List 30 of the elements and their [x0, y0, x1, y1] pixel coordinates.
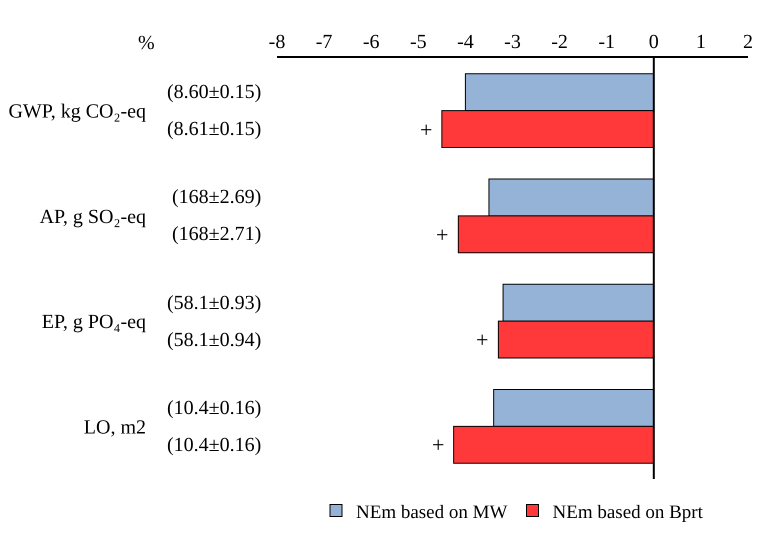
x-tick-label: -1: [598, 31, 616, 53]
y-tick-label: EP, g PO₄-eq: [42, 311, 146, 334]
x-tick-label: -8: [268, 31, 286, 53]
annotation: +: [436, 222, 448, 247]
text: (8.60±0.15): [167, 81, 262, 103]
text: (58.1±0.94): [167, 329, 262, 351]
x-tick-label: -2: [551, 31, 568, 53]
text: (8.61±0.15): [167, 118, 262, 140]
text: (168±2.71): [172, 223, 262, 245]
legend-label: NEm based on Bprt: [552, 502, 704, 523]
x-tick-label: 1: [696, 31, 706, 53]
x-tick-label: 0: [648, 31, 659, 53]
x-tick-label: -3: [504, 31, 521, 53]
x-tick-label: -7: [316, 31, 332, 53]
annotation: +: [476, 327, 488, 352]
x-tick-label: -6: [362, 31, 380, 53]
annotation: +: [420, 117, 432, 142]
annotation: +: [432, 432, 444, 457]
x-tick-label: -5: [410, 31, 427, 53]
x-tick-label: 2: [743, 31, 753, 53]
text: (58.1±0.93): [167, 292, 262, 314]
y-tick-label: LO, m2: [84, 416, 146, 438]
y-tick-label: AP, g SO₂-eq: [40, 206, 146, 228]
x-tick-label: -4: [457, 31, 474, 53]
x-axis-title: %: [138, 32, 155, 54]
y-tick-label: GWP, kg CO₂-eq: [8, 100, 146, 123]
text: (10.4±0.16): [167, 434, 262, 456]
text: (168±2.69): [172, 186, 262, 208]
legend-label: NEm based on MW: [356, 502, 508, 523]
text: (10.4±0.16): [167, 397, 262, 419]
